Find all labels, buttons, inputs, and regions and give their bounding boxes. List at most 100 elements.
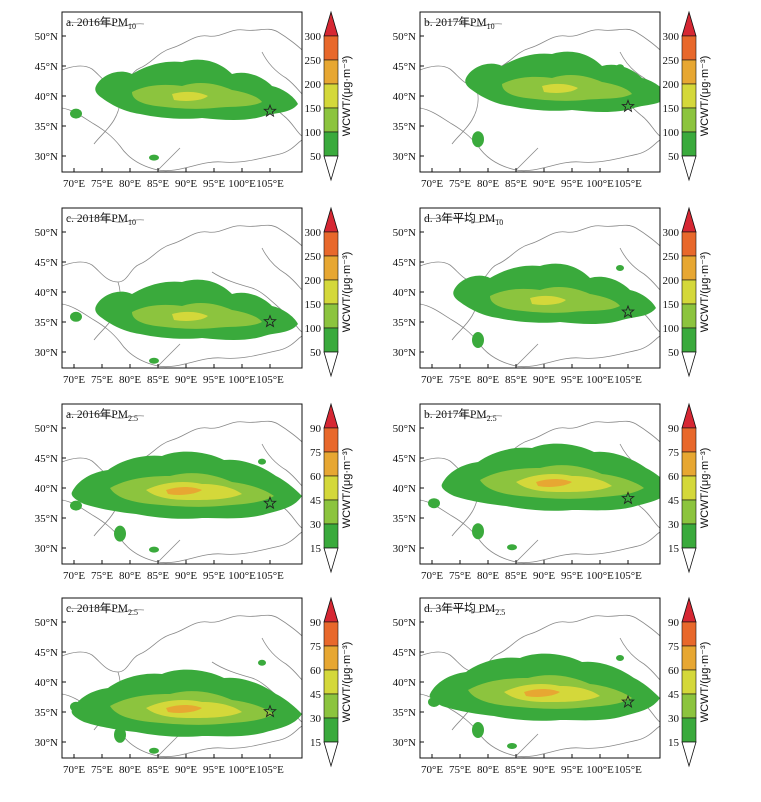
lon-tick-label: 80°E	[119, 764, 141, 776]
map-panel: d. 3年平均 PM2.5 50°N 45°N 40°N 35°N 30°N 70°E 75°…	[393, 596, 711, 776]
lat-tick-label: 45°N	[35, 453, 58, 465]
contour-patch	[149, 546, 159, 553]
colorbar-label: WCWT/(μg·m⁻³)	[699, 56, 711, 137]
lat-tick-label: 45°N	[393, 257, 416, 269]
lat-tick-label: 30°N	[393, 543, 416, 555]
lon-tick-label: 100°E	[228, 570, 256, 582]
colorbar-tick-label: 60	[310, 665, 322, 677]
wcwt-contours	[465, 51, 660, 112]
lon-tick-label: 75°E	[449, 570, 471, 582]
wcwt-contours	[429, 653, 660, 721]
lon-tick-label: 95°E	[203, 178, 225, 190]
panel-title: c. 2018年PM2.5	[66, 601, 138, 617]
wcwt-contours	[95, 279, 298, 340]
lat-tick-label: 45°N	[35, 61, 58, 73]
colorbar-tick-label: 50	[668, 151, 680, 163]
colorbar-tick-label: 50	[310, 347, 322, 359]
lon-tick-label: 70°E	[63, 178, 85, 190]
lat-tick-label: 50°N	[393, 227, 416, 239]
lon-tick-label: 85°E	[147, 570, 169, 582]
map-plot	[420, 208, 660, 368]
colorbar-tick-label: 50	[668, 347, 680, 359]
map-panel: c. 2018年PM2.5 50°N 45°N 40°N 35°N 30°N 70°E 75°…	[35, 596, 353, 776]
lon-tick-label: 105°E	[614, 764, 642, 776]
contour-patch	[70, 108, 82, 119]
colorbar-tick-label: 100	[305, 127, 322, 139]
contour-patch	[70, 500, 82, 511]
colorbar-label: WCWT/(μg·m⁻³)	[341, 448, 353, 529]
lon-tick-label: 70°E	[421, 764, 443, 776]
lon-tick-label: 75°E	[91, 764, 113, 776]
lon-tick-label: 105°E	[256, 374, 284, 386]
lat-tick-label: 40°N	[35, 91, 58, 103]
colorbar-tick-label: 15	[668, 543, 680, 555]
map-plot	[420, 598, 660, 758]
star-icon	[263, 495, 277, 510]
map-frame	[419, 11, 661, 173]
colorbar: 50 100 150 200 250 300 WCWT/(μg·m⁻³)	[305, 10, 353, 182]
lon-tick-label: 95°E	[561, 178, 583, 190]
colorbar-tick-label: 30	[668, 519, 680, 531]
panel-title: d. 3年平均 PM10	[424, 211, 503, 227]
colorbar-tick-label: 90	[310, 423, 322, 435]
lon-tick-label: 80°E	[477, 178, 499, 190]
lat-tick-label: 35°N	[393, 513, 416, 525]
lon-tick-label: 80°E	[119, 374, 141, 386]
lat-tick-label: 45°N	[393, 453, 416, 465]
colorbar-tick-label: 250	[305, 251, 322, 263]
panel-title: b. 2017年PM10	[424, 15, 495, 31]
map-plot	[420, 12, 660, 172]
colorbar-tick-label: 45	[310, 689, 322, 701]
contour-level-4	[536, 479, 572, 487]
lon-tick-label: 75°E	[91, 570, 113, 582]
contour-level-3	[172, 311, 208, 321]
map-frame	[61, 207, 303, 369]
lon-tick-label: 75°E	[449, 374, 471, 386]
lat-tick-label: 35°N	[35, 513, 58, 525]
map-panel: a. 2016年PM10 50°N 45°N 40°N 35°N 30°N 70°E 75°E…	[35, 10, 353, 190]
lon-tick-label: 105°E	[614, 374, 642, 386]
lon-tick-label: 70°E	[421, 570, 443, 582]
colorbar-tick-label: 250	[305, 55, 322, 67]
lat-tick-label: 40°N	[35, 677, 58, 689]
colorbar-tick-label: 50	[310, 151, 322, 163]
lat-tick-label: 50°N	[35, 423, 58, 435]
colorbar-tick-label: 150	[305, 299, 322, 311]
colorbar-tick-label: 30	[310, 519, 322, 531]
lon-tick-label: 70°E	[63, 374, 85, 386]
colorbar-tick-label: 300	[305, 227, 322, 239]
panel-title: a. 2016年PM2.5	[66, 407, 138, 423]
lon-tick-label: 85°E	[505, 178, 527, 190]
lon-tick-label: 70°E	[421, 374, 443, 386]
colorbar-tick-label: 60	[310, 471, 322, 483]
contour-patch	[472, 332, 484, 348]
lat-tick-label: 35°N	[393, 121, 416, 133]
contour-level-4	[166, 705, 202, 713]
wcwt-contours	[95, 59, 298, 120]
colorbar-tick-label: 150	[663, 103, 680, 115]
lat-tick-label: 30°N	[393, 347, 416, 359]
lon-tick-label: 90°E	[175, 178, 197, 190]
colorbar-tick-label: 250	[663, 251, 680, 263]
lon-tick-label: 75°E	[91, 374, 113, 386]
map-frame	[61, 11, 303, 173]
lon-tick-label: 75°E	[91, 178, 113, 190]
contour-level-4	[524, 689, 560, 697]
colorbar-tick-label: 60	[668, 471, 680, 483]
contour-patch	[472, 523, 484, 540]
contour-patch	[149, 154, 159, 161]
colorbar-tick-label: 75	[668, 641, 680, 653]
colorbar-tick-label: 30	[668, 713, 680, 725]
colorbar-label: WCWT/(μg·m⁻³)	[699, 642, 711, 723]
lon-tick-label: 70°E	[63, 570, 85, 582]
lat-tick-label: 30°N	[35, 737, 58, 749]
lat-tick-label: 45°N	[35, 257, 58, 269]
lat-tick-label: 30°N	[393, 737, 416, 749]
lon-tick-label: 80°E	[477, 570, 499, 582]
star-icon	[621, 304, 635, 318]
contour-patch	[616, 64, 624, 71]
lat-tick-label: 30°N	[35, 347, 58, 359]
colorbar-tick-label: 150	[305, 103, 322, 115]
colorbar-tick-label: 200	[305, 275, 322, 287]
